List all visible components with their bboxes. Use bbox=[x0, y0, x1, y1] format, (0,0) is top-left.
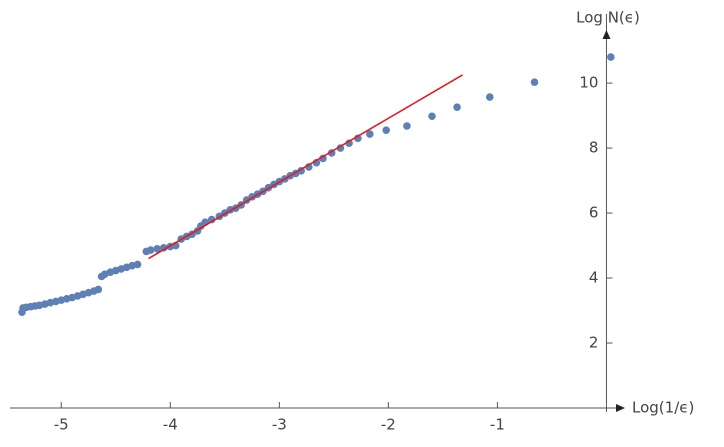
point bbox=[530, 78, 539, 86]
x-tick-label: -4 bbox=[163, 416, 178, 434]
x-tick-label: -5 bbox=[54, 416, 69, 434]
y-axis-arrow bbox=[602, 30, 611, 39]
point bbox=[304, 163, 313, 171]
point bbox=[428, 112, 436, 121]
x-tick-label: -2 bbox=[381, 416, 396, 434]
point bbox=[453, 103, 461, 111]
point bbox=[345, 139, 353, 148]
x-tick-label: -1 bbox=[490, 416, 505, 434]
y-tick-label: 10 bbox=[579, 74, 598, 92]
fit-line bbox=[148, 74, 463, 260]
y-tick-label: 2 bbox=[589, 334, 599, 352]
x-axis-arrow bbox=[616, 404, 625, 412]
point bbox=[485, 93, 494, 101]
y-axis-label: Log N(ϵ) bbox=[576, 9, 640, 27]
point bbox=[133, 260, 142, 269]
point bbox=[153, 245, 162, 253]
point bbox=[146, 246, 155, 254]
y-tick-label: 6 bbox=[589, 204, 599, 222]
x-axis-label: Log(1/ϵ) bbox=[632, 399, 694, 417]
point bbox=[382, 126, 390, 135]
x-tick-label: -3 bbox=[272, 416, 287, 434]
point bbox=[366, 130, 374, 138]
point bbox=[607, 53, 615, 61]
y-tick-label: 8 bbox=[589, 139, 599, 157]
point bbox=[159, 244, 168, 252]
point bbox=[319, 154, 327, 163]
point bbox=[403, 122, 411, 130]
point bbox=[94, 285, 103, 294]
point bbox=[207, 215, 216, 224]
y-tick-label: 4 bbox=[589, 269, 599, 287]
